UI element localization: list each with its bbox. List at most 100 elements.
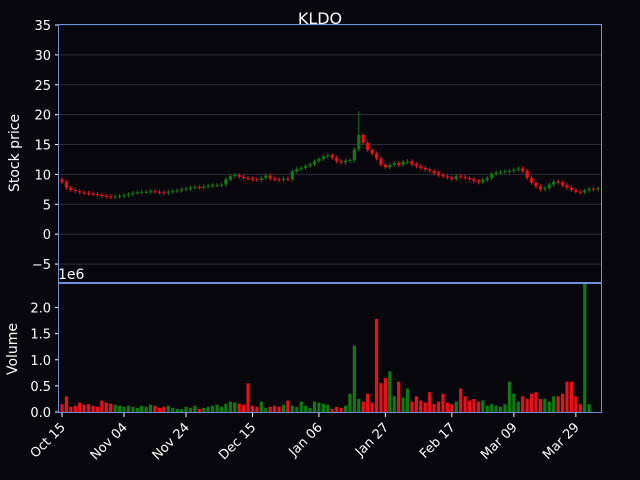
volume-bar (507, 381, 511, 412)
candle-body (64, 182, 69, 188)
volume-bar (149, 404, 153, 412)
candle-body (388, 164, 392, 168)
candle-body (140, 191, 144, 193)
volume-bar (503, 404, 507, 412)
volume-bar (410, 401, 414, 412)
candle-body (454, 176, 458, 180)
volume-bar (441, 393, 445, 412)
candle-body (397, 163, 401, 165)
candle-body (78, 191, 82, 193)
candle-body (104, 195, 108, 197)
price-tick-label: 5 (43, 198, 51, 213)
candle-body (414, 164, 418, 167)
volume-bar (73, 405, 77, 412)
candle-body (157, 191, 162, 193)
candle-body (450, 177, 454, 180)
volume-scale-label: 1e6 (58, 267, 85, 283)
candle-body (419, 166, 423, 168)
volume-bar (423, 402, 427, 412)
candle-body (436, 173, 441, 176)
volume-bar (388, 371, 392, 412)
volume-bar (467, 400, 472, 412)
volume-bar (357, 398, 361, 412)
candle-body (82, 192, 86, 194)
volume-tick-label: 2.0 (30, 302, 51, 317)
volume-bar (534, 392, 538, 412)
candle-body (188, 187, 193, 189)
volume-bar (290, 405, 294, 412)
candle-body (250, 178, 255, 180)
candle-body (224, 179, 228, 185)
volume-bar (450, 404, 454, 412)
candle-body (197, 186, 201, 188)
volume-bar (206, 406, 210, 412)
candle-body (109, 196, 113, 198)
candle-body (494, 172, 498, 174)
volume-bar (140, 405, 144, 412)
candle-body (370, 149, 374, 154)
volume-bar (552, 396, 556, 412)
volume-bar (255, 406, 259, 412)
volume-bar (308, 407, 312, 412)
volume-bar (228, 401, 232, 412)
volume-bar (197, 408, 201, 412)
candle-body (69, 187, 73, 190)
volume-bar (233, 402, 237, 412)
volume-bar (86, 404, 91, 412)
volume-bar (317, 402, 321, 412)
candle-body (405, 161, 410, 163)
candle-body (374, 153, 379, 159)
price-tick-label: 20 (34, 109, 51, 124)
volume-bar (361, 401, 365, 412)
candle-body (268, 175, 272, 179)
volume-axis-ticks: 2.0 1.5 1.0 0.5 0.0 (30, 302, 59, 421)
volume-bar (135, 407, 139, 412)
volume-bar (273, 405, 277, 412)
candle-body (206, 185, 210, 187)
candle-body (330, 155, 334, 158)
candle-body (463, 176, 467, 179)
volume-bar (211, 405, 215, 412)
candle-body (144, 191, 148, 193)
candle-body (339, 161, 343, 163)
candle-body (215, 185, 219, 187)
price-tick-label: −5 (32, 258, 51, 273)
candle-body (321, 156, 325, 159)
volume-bar (215, 404, 219, 412)
volume-bar (175, 408, 179, 412)
candle-body (259, 178, 263, 180)
candle-body (312, 161, 317, 165)
candle-body (95, 194, 100, 196)
candle-body (591, 188, 596, 190)
volume-bar (445, 402, 449, 412)
volume-bar (583, 284, 587, 412)
candle-body (73, 189, 77, 192)
price-candles (60, 111, 600, 200)
candle-body (441, 175, 445, 177)
volume-bar (432, 404, 436, 412)
volume-bar (171, 407, 175, 412)
volume-bar (117, 405, 122, 412)
candle-body (233, 175, 237, 177)
volume-bar (485, 405, 489, 412)
candle-body (467, 178, 472, 180)
candle-body (476, 180, 480, 183)
candle-body (162, 192, 166, 194)
volume-bar (69, 406, 73, 412)
candle-body (543, 188, 547, 190)
candle-body (228, 176, 232, 180)
candle-body (308, 164, 312, 167)
candle-body (100, 194, 104, 196)
volume-bar (428, 392, 432, 412)
volume-tick-label: 1.0 (30, 354, 51, 369)
volume-bar (366, 393, 370, 412)
candle-body (175, 190, 179, 192)
volume-bar (419, 400, 423, 412)
price-tick-label: 30 (34, 49, 51, 64)
candle-body (490, 173, 494, 179)
candle-body (348, 160, 352, 162)
volume-bar (246, 383, 250, 412)
candle-body (352, 149, 356, 161)
